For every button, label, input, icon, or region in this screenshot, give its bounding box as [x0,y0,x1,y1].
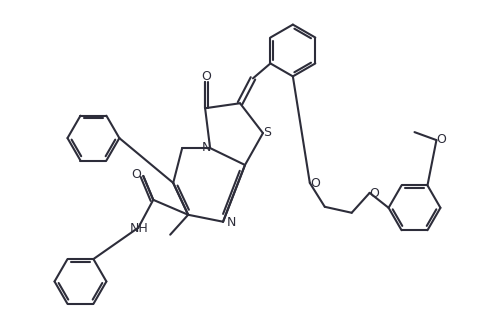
Text: O: O [310,177,320,190]
Text: O: O [370,187,379,200]
Text: O: O [201,70,211,83]
Text: O: O [436,133,447,146]
Text: O: O [131,168,141,181]
Text: N: N [226,216,236,229]
Text: N: N [202,141,211,154]
Text: NH: NH [130,222,149,235]
Text: S: S [263,126,271,139]
